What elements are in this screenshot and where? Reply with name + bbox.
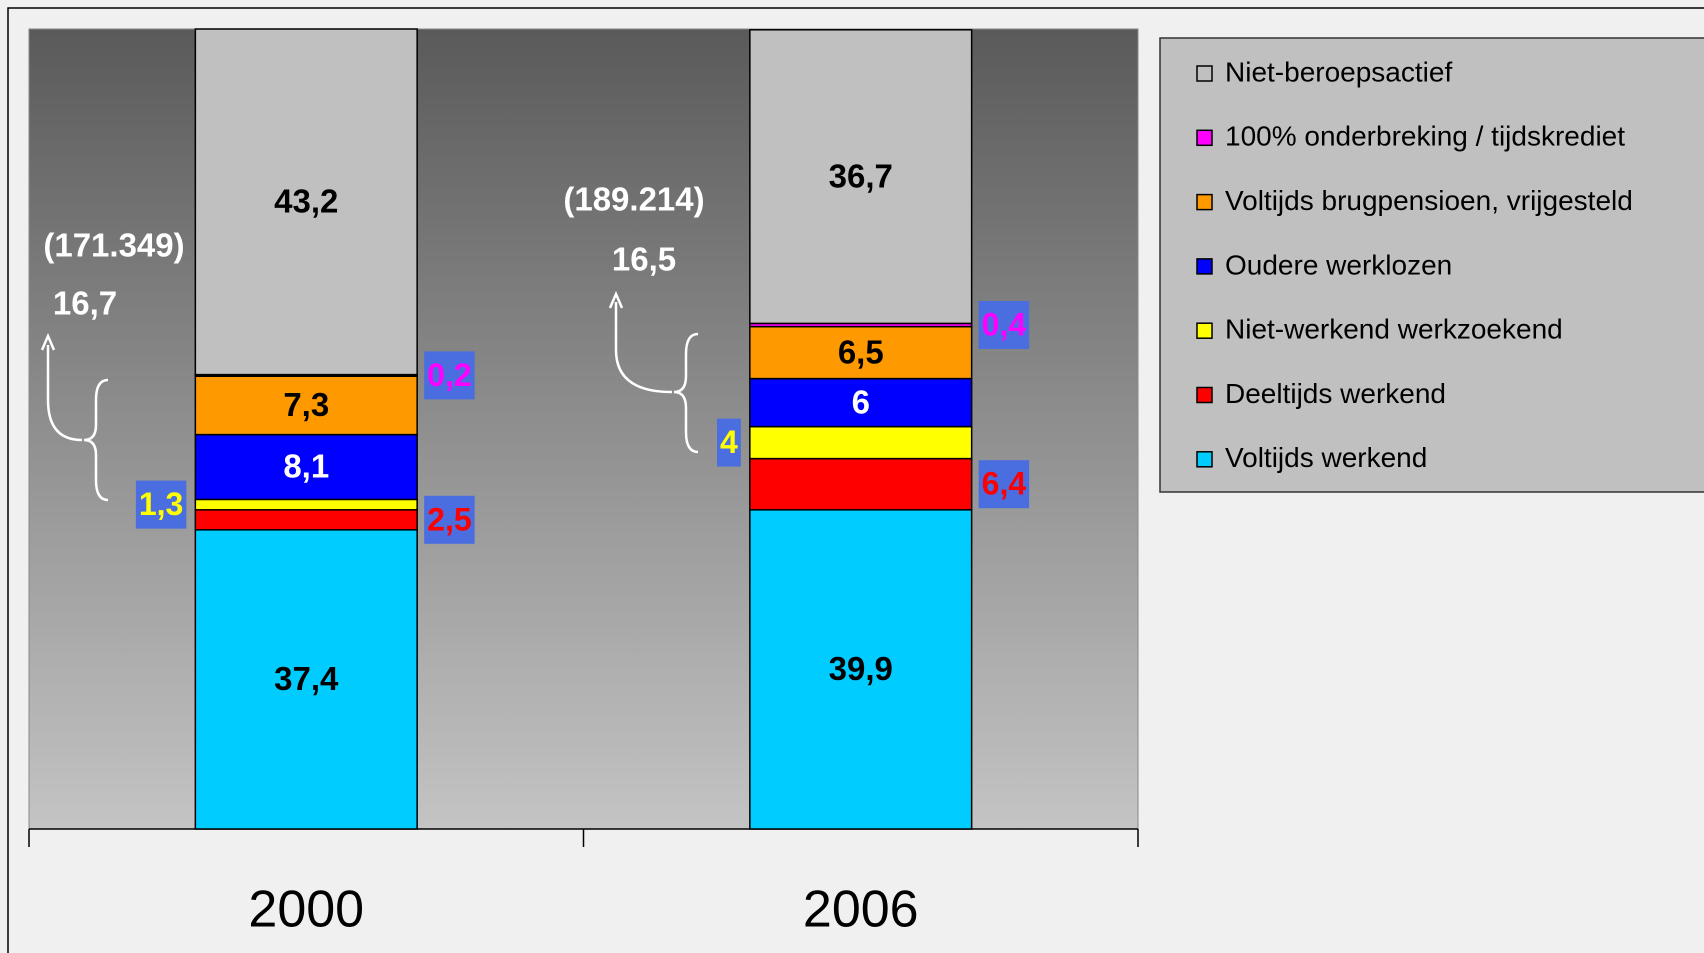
bar-segment [749, 425, 973, 460]
value-label: 0,4 [982, 306, 1027, 342]
value-label: 6,5 [838, 333, 884, 370]
bar-segment [194, 433, 418, 501]
value-label: 36,7 [829, 157, 893, 194]
annotation: 16,5 [612, 241, 676, 278]
value-label-bg [135, 480, 187, 529]
legend-swatch [1196, 65, 1213, 82]
value-label: 6,4 [982, 466, 1027, 502]
bar-segment [194, 28, 418, 376]
bar-segment [194, 509, 418, 531]
value-label: 8,1 [283, 448, 329, 485]
value-label: 1,3 [139, 486, 183, 522]
x-tick-label: 2006 [803, 881, 919, 939]
legend-box [1159, 37, 1704, 493]
value-label-bg [424, 495, 475, 544]
value-label: 6 [852, 383, 870, 420]
legend-swatch [1196, 386, 1213, 404]
annotation: (171.349) [43, 227, 184, 264]
legend-swatch [1196, 258, 1213, 275]
legend-swatch [1196, 322, 1213, 339]
value-label: 37,4 [274, 660, 339, 697]
legend-swatch [1196, 129, 1213, 147]
value-label-bg [978, 460, 1030, 509]
bar-segment [194, 529, 418, 830]
bar-segment [749, 29, 973, 325]
legend-label: 100% onderbreking / tijdskrediet [1225, 121, 1625, 152]
legend-label: Voltijds werkend [1225, 442, 1427, 473]
legend-label: Oudere werklozen [1225, 249, 1452, 280]
value-label: 0,2 [427, 357, 471, 393]
value-label-bg [717, 418, 741, 467]
value-label: 4 [720, 424, 738, 460]
bar-segment [749, 457, 973, 511]
value-label-bg [424, 351, 475, 400]
legend-label: Niet-beroepsactief [1225, 56, 1452, 87]
value-label-bg [978, 301, 1030, 349]
annotation: 16,7 [53, 285, 117, 322]
bar-segment [194, 375, 418, 436]
legend-label: Voltijds brugpensioen, vrijgesteld [1225, 185, 1633, 216]
legend-swatch [1196, 451, 1213, 468]
value-label: 39,9 [829, 650, 893, 687]
annotation: (189.214) [563, 181, 704, 218]
bar-segment [749, 377, 973, 428]
bar-segment [749, 325, 973, 380]
x-tick-label: 2000 [248, 881, 364, 939]
bar-segment [194, 498, 418, 511]
bar-segment [749, 509, 973, 830]
legend-label: Deeltijds werkend [1225, 378, 1446, 409]
legend-swatch [1196, 193, 1213, 211]
value-label: 2,5 [427, 501, 471, 537]
value-label: 7,3 [283, 386, 329, 423]
annotation-braces [40, 290, 699, 502]
legend-label: Niet-werkend werkzoekend [1225, 314, 1563, 345]
value-label: 43,2 [274, 183, 338, 220]
